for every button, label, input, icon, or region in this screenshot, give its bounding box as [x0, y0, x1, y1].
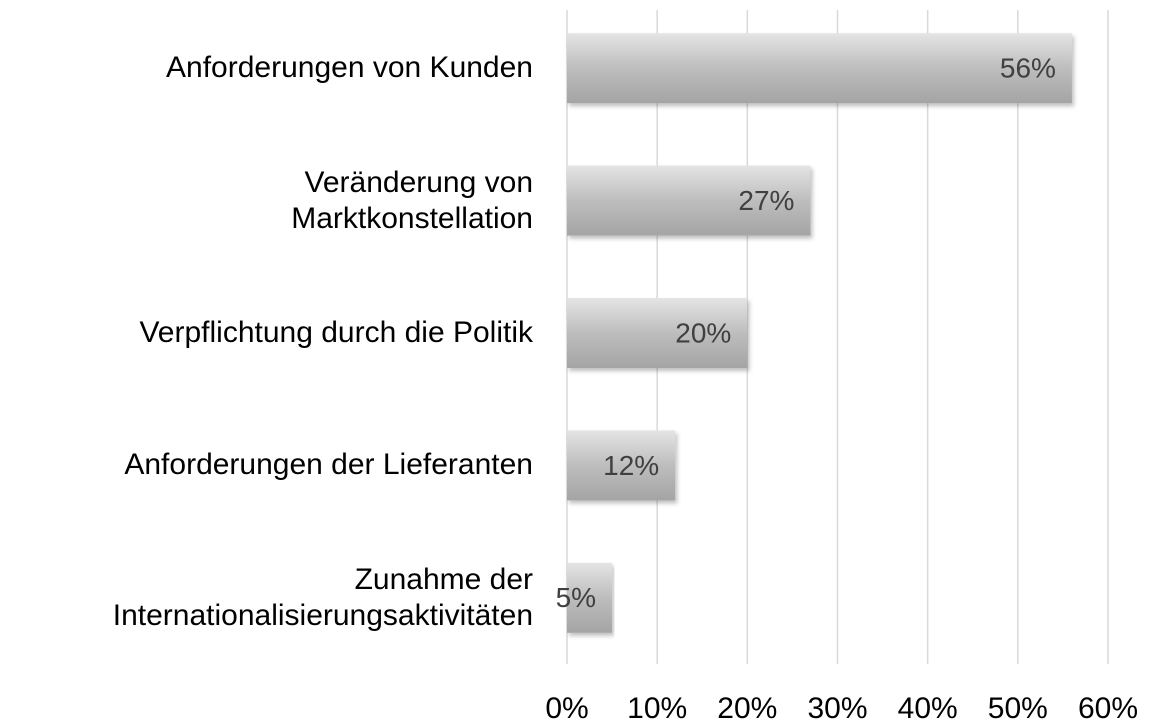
x-tick-label: 50%: [988, 692, 1048, 724]
category-label: Zunahme der Internationalisierungsaktivi…: [112, 562, 533, 632]
bar: [567, 430, 676, 501]
category-label: Anforderungen der Lieferanten: [124, 448, 533, 482]
value-label: 20%: [675, 317, 731, 348]
bar: [567, 33, 1072, 104]
x-tick-label: 0%: [545, 692, 588, 724]
category-label: Anforderungen von Kunden: [166, 51, 533, 85]
x-tick-label: 30%: [807, 692, 867, 724]
x-tick-label: 40%: [898, 692, 958, 724]
value-label: 27%: [738, 185, 794, 216]
category-label: Verpflichtung durch die Politik: [139, 316, 533, 349]
bar: [567, 165, 811, 236]
x-tick-label: 20%: [717, 692, 777, 724]
bar: [567, 562, 613, 633]
value-label: 56%: [1000, 53, 1056, 84]
bar: [567, 298, 748, 368]
value-label: 5%: [556, 582, 596, 613]
x-tick-label: 60%: [1078, 692, 1138, 724]
value-label: 12%: [603, 450, 659, 481]
x-tick-label: 10%: [627, 692, 687, 724]
category-label: Veränderung von Marktkonstellation: [291, 165, 533, 235]
